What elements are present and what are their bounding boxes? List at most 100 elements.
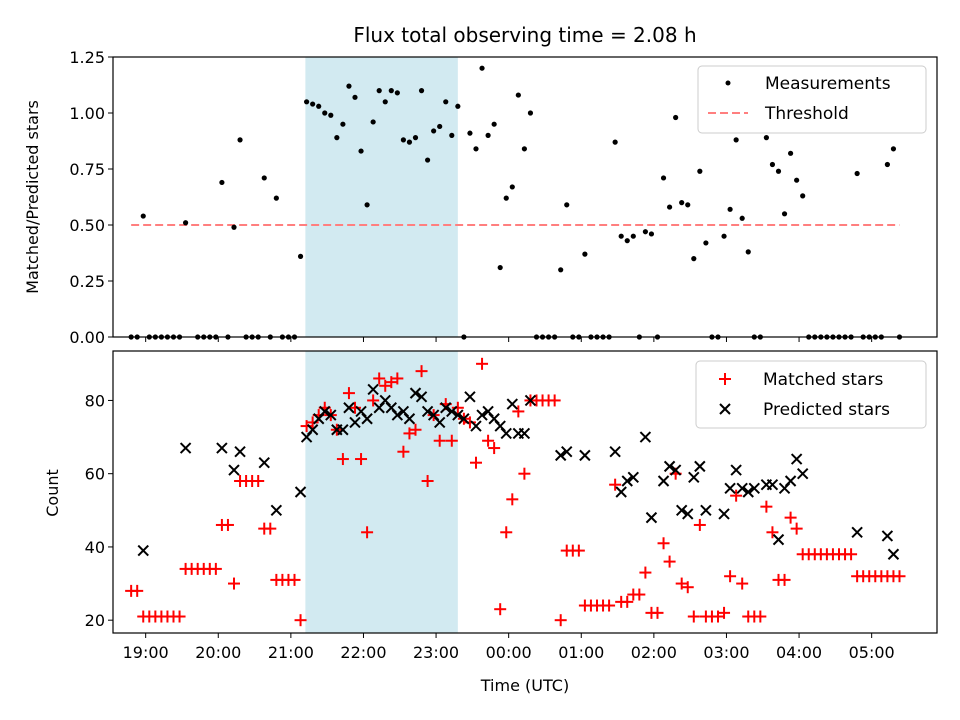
measurement-point-91	[685, 202, 691, 208]
matched-point-40	[367, 394, 380, 407]
measurement-point-57	[479, 65, 485, 71]
matched-point-29	[300, 420, 313, 433]
top-y-tick-label-5: 1.25	[69, 48, 105, 67]
predicted-point-46	[554, 449, 567, 462]
x-tick-label-5: 00:00	[486, 643, 532, 662]
measurement-point-90	[679, 200, 685, 206]
measurement-point-70	[558, 267, 564, 273]
measurement-point-92	[691, 256, 697, 262]
measurement-point-17	[237, 137, 243, 143]
measurement-point-21	[261, 175, 267, 181]
predicted-point-41	[500, 427, 512, 440]
matched-point-79	[603, 599, 616, 612]
matched-point-14	[209, 562, 222, 575]
predicted-point-45	[524, 394, 537, 407]
x-tick-label-7: 02:00	[631, 643, 677, 662]
predicted-point-12	[325, 409, 337, 421]
top-y-tick-label-2: 0.50	[69, 216, 105, 235]
matched-point-71	[554, 614, 567, 627]
measurement-point-89	[673, 114, 679, 121]
matched-point-8	[173, 610, 186, 623]
matched-point-99	[724, 570, 737, 583]
measurement-point-64	[521, 146, 527, 152]
legend-predicted-marker	[719, 403, 731, 415]
measurement-point-84	[642, 229, 648, 235]
predicted-point-5	[258, 456, 270, 469]
measurement-point-45	[406, 139, 413, 145]
predicted-point-64	[724, 482, 736, 495]
matched-point-127	[893, 570, 906, 583]
measurement-point-14	[219, 179, 225, 186]
measurement-point-42	[388, 88, 394, 94]
matched-point-30	[306, 416, 319, 429]
measurement-point-125	[890, 146, 897, 152]
predicted-point-50	[615, 486, 627, 498]
matched-point-43	[385, 376, 398, 389]
legend-matched-marker	[719, 373, 731, 385]
measurement-point-94	[703, 240, 709, 246]
measurement-point-47	[418, 88, 425, 94]
matched-point-87	[651, 606, 664, 619]
measurement-point-58	[485, 132, 491, 138]
measurement-point-101	[745, 249, 751, 255]
top-axes-frame	[112, 56, 938, 338]
measurement-point-108	[787, 150, 794, 156]
matched-point-93	[687, 610, 700, 623]
matched-point-119	[845, 548, 858, 561]
predicted-point-63	[718, 508, 730, 520]
measurement-point-107	[781, 211, 788, 217]
measurement-point-80	[618, 233, 624, 239]
measurement-point-31	[322, 110, 328, 116]
predicted-point-2	[216, 442, 228, 454]
matched-point-92	[681, 581, 694, 594]
measurement-point-124	[884, 161, 890, 168]
measurement-point-97	[721, 233, 727, 239]
predicted-point-77	[881, 530, 894, 542]
predicted-point-78	[887, 548, 900, 560]
bottom-y-tick-label-3: 80	[85, 391, 105, 410]
predicted-point-52	[627, 471, 640, 484]
measurement-point-28	[303, 99, 310, 105]
predicted-point-16	[349, 416, 361, 429]
predicted-point-14	[337, 424, 349, 436]
measurement-point-51	[443, 99, 449, 105]
matched-point-21	[252, 475, 265, 488]
matched-point-42	[379, 379, 392, 392]
measurement-point-50	[437, 123, 443, 130]
predicted-point-76	[851, 526, 863, 538]
matched-point-109	[784, 511, 797, 524]
matched-point-70	[548, 394, 561, 407]
measurement-point-93	[697, 168, 703, 174]
measurement-point-100	[739, 215, 745, 221]
chart-title: Flux total observing time = 2.08 h	[353, 23, 696, 47]
x-tick-label-4: 23:00	[413, 643, 459, 662]
measurement-point-79	[612, 139, 618, 145]
matched-point-105	[760, 500, 773, 513]
measurement-point-87	[660, 175, 667, 181]
matched-point-91	[675, 577, 688, 590]
predicted-point-34	[458, 413, 470, 425]
predicted-point-57	[669, 464, 682, 476]
legend-measurements-marker	[725, 80, 731, 86]
x-tick-label-2: 21:00	[268, 643, 314, 662]
measurement-point-61	[503, 195, 509, 201]
measurement-point-106	[775, 168, 782, 174]
top-y-tick-label-0: 0.00	[69, 328, 105, 347]
matched-point-84	[633, 588, 646, 601]
measurement-point-56	[473, 146, 479, 152]
bottom-y-ticks: 20 40 60 80	[85, 391, 113, 630]
measurement-point-44	[400, 137, 406, 143]
measurement-point-71	[564, 202, 570, 208]
measurement-point-105	[769, 161, 776, 168]
predicted-point-6	[270, 504, 283, 517]
measurement-point-82	[630, 233, 636, 239]
matched-point-51	[433, 434, 446, 447]
top-y-tick-label-1: 0.25	[69, 272, 105, 291]
matched-point-56	[463, 416, 476, 429]
top-legend: Measurements Threshold	[697, 65, 927, 134]
measurement-point-46	[412, 135, 419, 141]
predicted-point-70	[766, 478, 779, 491]
measurement-point-29	[310, 101, 316, 107]
matched-point-38	[355, 453, 368, 466]
